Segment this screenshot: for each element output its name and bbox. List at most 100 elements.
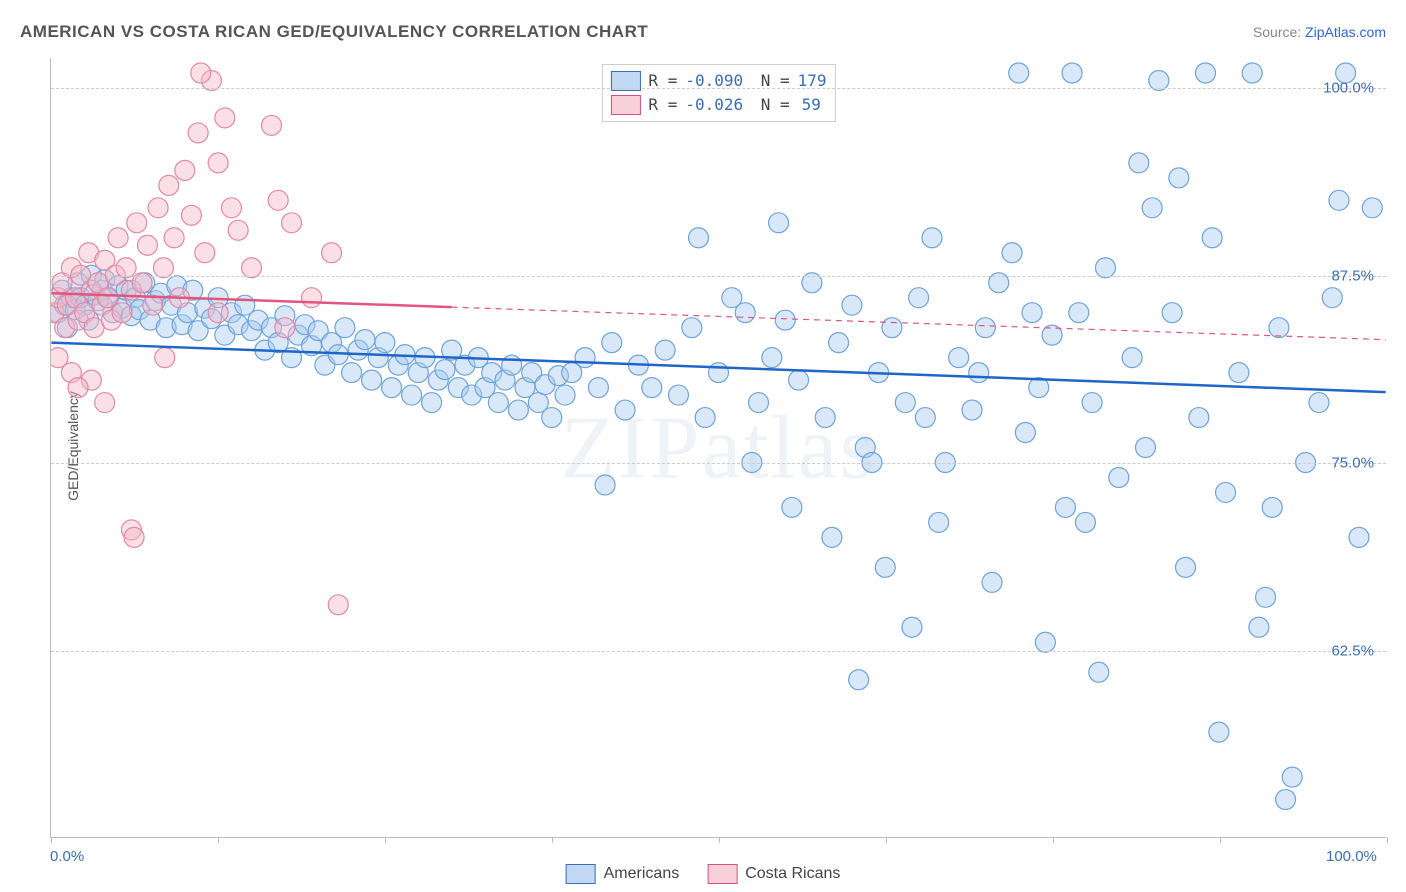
scatter-point [95,250,115,270]
scatter-point [1035,632,1055,652]
scatter-point [129,300,149,320]
stats-legend: R = -0.090 N = 179 R = -0.026 N = 59 [601,64,835,122]
scatter-point [99,288,119,308]
scatter-point [1009,63,1029,83]
source-label: Source: [1253,24,1301,40]
scatter-point [1309,393,1329,413]
scatter-point [402,385,422,405]
scatter-point [1362,198,1382,218]
scatter-point [51,348,68,368]
y-tick-label: 75.0% [1331,455,1374,472]
scatter-point [342,363,362,383]
scatter-point [121,280,141,300]
scatter-point [842,295,862,315]
x-tick [51,837,52,843]
scatter-point [95,270,115,290]
scatter-point [1229,363,1249,383]
scatter-point [348,340,368,360]
scatter-point [55,318,75,338]
scatter-point [88,291,108,311]
scatter-point [395,345,415,365]
scatter-point [735,303,755,323]
scatter-point [1249,617,1269,637]
scatter-point [375,333,395,353]
scatter-point [275,306,295,326]
scatter-point [137,235,157,255]
scatter-point [1109,467,1129,487]
scatter-svg [51,58,1386,837]
scatter-point [140,310,160,330]
scatter-point [915,408,935,428]
scatter-point [355,330,375,350]
scatter-point [1122,348,1142,368]
scatter-point [822,527,842,547]
scatter-point [322,243,342,263]
scatter-point [562,363,582,383]
scatter-point [1322,288,1342,308]
y-tick-label: 100.0% [1323,80,1374,97]
scatter-point [51,303,64,323]
scatter-point [1262,497,1282,517]
scatter-point [145,291,165,311]
scatter-point [148,198,168,218]
y-tick-label: 87.5% [1331,267,1374,284]
scatter-point [61,363,81,383]
scatter-point [164,228,184,248]
scatter-point [51,303,68,323]
scatter-point [1169,168,1189,188]
scatter-point [335,318,355,338]
scatter-point [242,321,262,341]
scatter-point [282,213,302,233]
scatter-point [428,370,448,390]
scatter-point [235,295,255,315]
x-tick-label: 0.0% [50,848,84,865]
chart-title: AMERICAN VS COSTA RICAN GED/EQUIVALENCY … [20,22,648,42]
scatter-point [151,283,171,303]
scatter-point [388,355,408,375]
scatter-point [215,108,235,128]
scatter-point [1069,303,1089,323]
scatter-point [1055,497,1075,517]
scatter-point [275,318,295,338]
scatter-point [922,228,942,248]
scatter-point [849,670,869,690]
scatter-point [542,408,562,428]
scatter-point [1002,243,1022,263]
scatter-point [268,333,288,353]
scatter-point [167,276,187,296]
scatter-point [709,363,729,383]
legend-item-americans: Americans [566,864,680,884]
trend-line-dashed [452,307,1386,340]
scatter-point [1242,63,1262,83]
scatter-point [902,617,922,637]
stats-row-americans: R = -0.090 N = 179 [610,69,826,93]
scatter-point [468,348,488,368]
scatter-point [975,318,995,338]
legend-label: Americans [604,865,680,883]
scatter-point [308,321,328,341]
scatter-point [65,300,85,320]
scatter-point [522,363,542,383]
source-link[interactable]: ZipAtlas.com [1305,24,1386,40]
scatter-point [1135,438,1155,458]
scatter-point [722,288,742,308]
scatter-point [92,295,112,315]
scatter-point [875,557,895,577]
scatter-point [315,355,335,375]
stat-label: N = [751,93,790,117]
scatter-point [221,198,241,218]
scatter-point [288,325,308,345]
scatter-point [949,348,969,368]
source-credit: Source: ZipAtlas.com [1253,24,1386,40]
scatter-point [688,228,708,248]
scatter-point [112,298,132,318]
scatter-point [221,303,241,323]
scatter-point [1029,378,1049,398]
swatch-pink-icon [610,95,640,115]
scatter-point [1256,587,1276,607]
scatter-point [415,348,435,368]
x-tick-label: 100.0% [1326,848,1377,865]
scatter-point [108,276,128,296]
scatter-point [97,288,117,308]
scatter-point [508,400,528,420]
